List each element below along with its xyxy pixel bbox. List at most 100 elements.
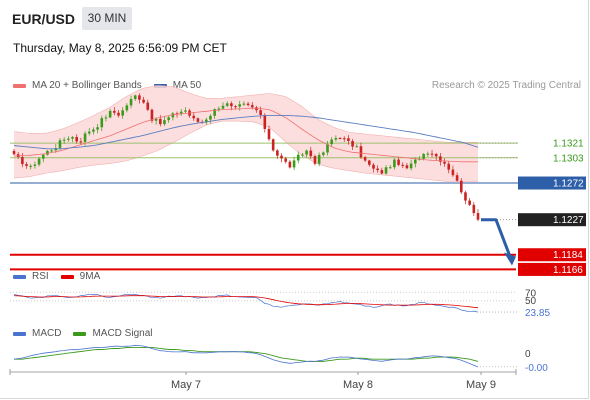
candle: [129, 95, 133, 109]
candle-body: [234, 106, 237, 108]
candle: [464, 190, 467, 205]
candle-body: [313, 156, 317, 164]
forecast-arrow-head: [504, 252, 516, 266]
candle-body: [179, 111, 183, 114]
candle: [288, 160, 292, 169]
candle-body: [33, 164, 37, 166]
candle: [58, 138, 62, 150]
rsi-ma9-swatch: [60, 274, 74, 279]
candle-body: [376, 168, 379, 171]
candle-body: [322, 152, 325, 155]
candle-body: [309, 150, 313, 157]
candle: [351, 138, 354, 151]
candle: [397, 157, 400, 167]
candle: [309, 146, 313, 159]
candle-body: [29, 165, 33, 167]
candle-body: [221, 105, 225, 109]
candle: [146, 99, 150, 111]
candle-body: [476, 213, 480, 220]
candle: [96, 124, 99, 134]
timeframe-badge[interactable]: 30 MIN: [82, 7, 132, 30]
candle-body: [142, 99, 145, 103]
macd-signal-swatch: [73, 331, 87, 336]
candle: [133, 94, 137, 101]
candle-body: [288, 161, 292, 168]
candle-body: [305, 150, 308, 155]
candle: [292, 156, 296, 171]
candle: [476, 209, 480, 222]
candle-body: [159, 118, 162, 125]
candle: [355, 144, 359, 148]
candle-body: [388, 167, 392, 169]
candle: [150, 108, 154, 124]
candle: [363, 155, 367, 162]
candle-body: [204, 119, 208, 123]
candle-body: [133, 95, 137, 100]
candle-body: [175, 113, 179, 115]
level-tag-1.1272: [518, 176, 586, 190]
candle: [46, 150, 49, 156]
candle: [62, 137, 66, 144]
candle-body: [393, 159, 396, 168]
candle-body: [250, 105, 254, 108]
candle-body: [326, 144, 329, 153]
candle: [25, 161, 28, 169]
candle-body: [75, 136, 79, 142]
candle: [451, 165, 455, 177]
candle-body: [430, 153, 434, 155]
candle: [447, 161, 451, 174]
candle-body: [334, 138, 338, 140]
candle: [196, 117, 200, 124]
level-label-1.1272: 1.1272: [553, 179, 584, 190]
macd-signal-line: [14, 346, 479, 362]
candle: [221, 102, 225, 110]
rsi-swatch: [13, 274, 26, 279]
candle-body: [368, 160, 371, 165]
candle-body: [384, 167, 388, 174]
candle-body: [87, 131, 91, 134]
rsi-current-label: 23.85: [525, 308, 550, 319]
candle: [167, 116, 170, 123]
candle-body: [455, 175, 459, 181]
candle-body: [46, 150, 49, 155]
candle: [434, 152, 438, 161]
candle: [71, 135, 74, 143]
rsi-ma9-line: [13, 295, 479, 309]
candle: [242, 101, 246, 106]
candle: [104, 114, 108, 122]
candle: [342, 136, 346, 142]
candle: [330, 137, 333, 147]
legend-macd-signal: MACD Signal: [92, 328, 153, 339]
candle: [179, 109, 183, 116]
candle-body: [196, 118, 200, 122]
candle: [455, 172, 459, 182]
candle: [113, 107, 116, 116]
candle: [305, 149, 308, 158]
candle-body: [213, 109, 216, 116]
candle: [347, 135, 350, 145]
candle: [184, 107, 187, 113]
timestamp: Thursday, May 8, 2025 6:56:09 PM CET: [13, 41, 227, 55]
candle-body: [192, 115, 196, 119]
candle-body: [209, 115, 212, 120]
candle-body: [443, 161, 446, 164]
candle-body: [342, 138, 346, 140]
candle-body: [409, 163, 413, 169]
candle-body: [351, 140, 354, 147]
candle-body: [380, 170, 384, 174]
candle: [204, 117, 208, 125]
candle-body: [230, 103, 233, 107]
candle-body: [117, 112, 120, 116]
candle-body: [372, 164, 375, 169]
candle: [459, 178, 463, 195]
candle-body: [451, 169, 455, 176]
candle-body: [317, 154, 321, 164]
candle: [376, 165, 379, 173]
legend-rsi-ma9: 9MA: [79, 271, 101, 282]
rsi-level-label-50: 50: [525, 296, 537, 307]
candle-body: [62, 139, 66, 141]
candle: [67, 136, 70, 142]
candle-body: [284, 158, 288, 162]
